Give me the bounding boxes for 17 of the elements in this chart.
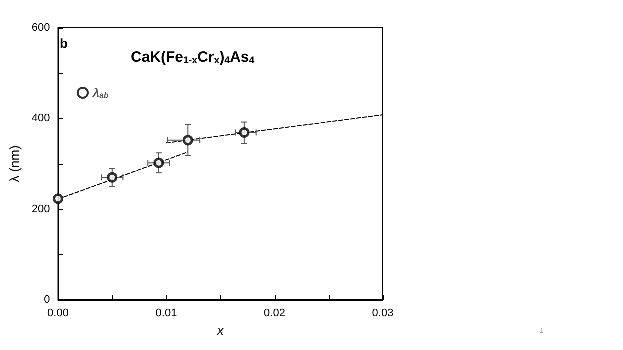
y-tick-label: 600 xyxy=(32,22,50,34)
y-axis-title: λ (nm) xyxy=(7,146,22,182)
text: CaK(Fe1-xCrx)4As4 xyxy=(131,48,256,66)
x-tick-label: 0.03 xyxy=(372,308,394,320)
y-tick-label: 200 xyxy=(32,203,50,216)
x-tick-label: 0.01 xyxy=(156,308,178,320)
x-tick-label: 0.02 xyxy=(264,308,286,320)
point xyxy=(53,194,64,204)
y-tick-label: 400 xyxy=(32,112,50,125)
x-axis-title: x xyxy=(216,323,224,338)
point xyxy=(182,135,194,146)
point xyxy=(239,127,250,138)
y-tick-label: 0 xyxy=(44,294,50,306)
annotation: b xyxy=(60,36,68,51)
point xyxy=(107,172,118,183)
x-tick-label: 0.00 xyxy=(48,308,69,320)
point xyxy=(154,158,164,168)
